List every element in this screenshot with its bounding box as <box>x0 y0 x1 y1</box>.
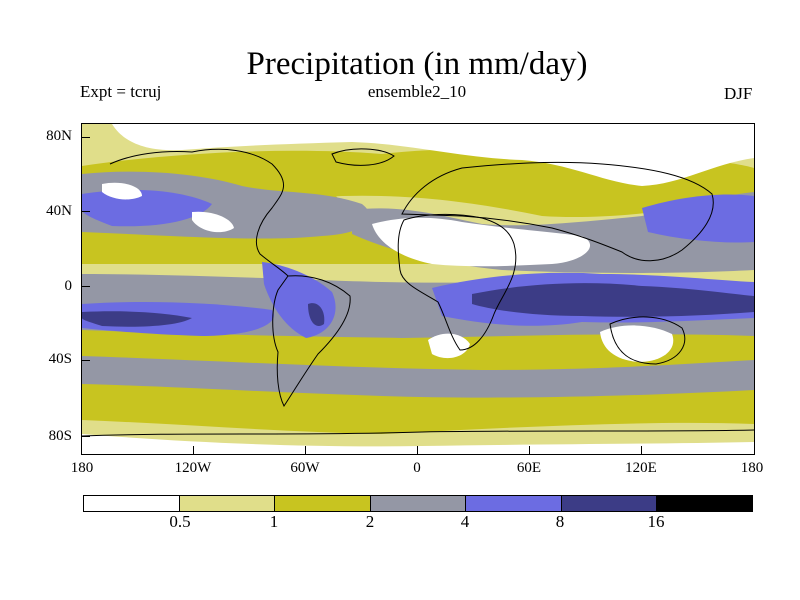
chart-title: Precipitation (in mm/day) <box>246 46 588 82</box>
colorbar-label-16: 16 <box>647 512 665 531</box>
lon-tick <box>417 446 418 454</box>
lat-tick <box>82 286 90 287</box>
colorbar-label-4: 4 <box>460 512 470 531</box>
lon-tick <box>305 446 306 454</box>
colorbar-swatch-5 <box>561 496 658 511</box>
map-svg <box>82 124 754 454</box>
lat-label-40s: 40S <box>48 351 72 367</box>
lat-tick <box>82 436 90 437</box>
band-8-16 <box>82 283 754 327</box>
season-label: DJF <box>724 84 753 103</box>
colorbar-swatch-4 <box>466 496 562 511</box>
colorbar-label-8: 8 <box>555 512 565 531</box>
colorbar-label-0.5: 0.5 <box>169 512 191 531</box>
lon-tick <box>641 446 642 454</box>
eurasia-coast <box>401 161 714 262</box>
lon-label-180w: 180 <box>70 460 94 476</box>
lat-label-0: 0 <box>64 278 73 294</box>
antarctica-coast <box>82 429 754 437</box>
lon-tick <box>529 446 530 454</box>
precipitation-map <box>81 123 755 455</box>
lat-label-40n: 40N <box>46 203 72 219</box>
colorbar-swatch-6 <box>657 496 753 511</box>
greenland-coast <box>331 148 395 166</box>
lon-label-60w: 60W <box>290 460 320 476</box>
colorbar <box>83 495 753 512</box>
lat-tick <box>82 360 90 361</box>
lon-label-60e: 60E <box>516 460 542 476</box>
colorbar-swatch-1 <box>179 496 276 511</box>
run-label: ensemble2_10 <box>367 82 467 101</box>
lat-label-80s: 80S <box>48 428 72 444</box>
south-america-coast <box>272 275 351 407</box>
australia-coast <box>609 316 686 365</box>
lon-label-0: 0 <box>413 460 421 476</box>
colorbar-label-2: 2 <box>365 512 375 531</box>
lon-label-120e: 120E <box>625 460 657 476</box>
north-america-coast <box>109 148 289 277</box>
lon-label-120w: 120W <box>174 460 212 476</box>
colorbar-swatch-3 <box>370 496 467 511</box>
experiment-label: Expt = tcruj <box>80 82 162 101</box>
colorbar-swatch-2 <box>275 496 371 511</box>
lat-tick <box>82 137 90 138</box>
coastlines <box>82 148 754 437</box>
colorbar-swatch-0 <box>84 496 180 511</box>
lat-label-80n: 80N <box>46 128 72 144</box>
lat-tick <box>82 211 90 212</box>
colorbar-label-1: 1 <box>269 512 279 531</box>
lon-tick <box>193 446 194 454</box>
band-below-0.5 <box>82 124 754 454</box>
lon-label-180e: 180 <box>740 460 764 476</box>
